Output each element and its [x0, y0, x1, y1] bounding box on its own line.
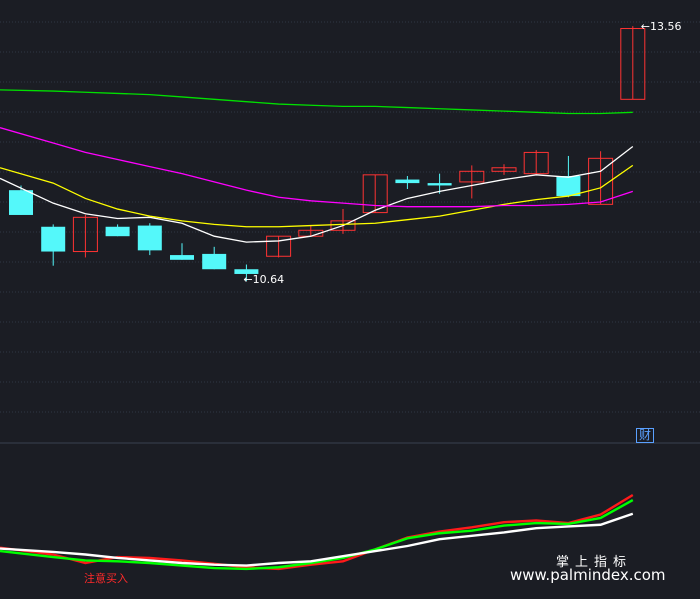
candle-body-up — [330, 220, 356, 231]
candle-body-up — [620, 28, 646, 100]
finance-badge[interactable]: 财 — [636, 428, 655, 443]
candle-body-up — [266, 235, 292, 257]
candle-body-down — [556, 176, 581, 197]
candle-body-up — [588, 157, 614, 205]
candle-body-down — [395, 179, 420, 184]
candle-body-up — [491, 167, 517, 172]
ma-line-0 — [0, 146, 634, 243]
candle-body-down — [234, 269, 259, 274]
candle-body-up — [459, 170, 485, 183]
candle-body-up — [523, 151, 549, 175]
indicator-line-0 — [0, 493, 634, 571]
ma-line-3 — [0, 89, 633, 115]
candle-body-down — [170, 255, 194, 260]
ma-line-2 — [0, 127, 634, 208]
indicator-line-2 — [0, 512, 634, 567]
candle-body-down — [9, 190, 33, 215]
buy-signal-annotation: 注意买入 — [84, 572, 128, 585]
candle-body-down — [202, 253, 227, 270]
candle-body-up — [362, 174, 388, 214]
high-price-label: ←13.56 — [641, 20, 682, 33]
candle-body-down — [137, 225, 162, 251]
watermark-url: www.palmindex.com — [510, 566, 666, 584]
candle-body-down — [41, 226, 66, 252]
ma-line-1 — [0, 164, 634, 228]
candle-body-up — [72, 216, 98, 253]
indicator-line-1 — [0, 499, 634, 571]
candle-body-down — [427, 183, 452, 186]
candle-body-down — [105, 226, 130, 237]
low-price-label: ←10.64 — [243, 273, 284, 286]
watermark-cn: 掌上指标 — [556, 555, 633, 570]
